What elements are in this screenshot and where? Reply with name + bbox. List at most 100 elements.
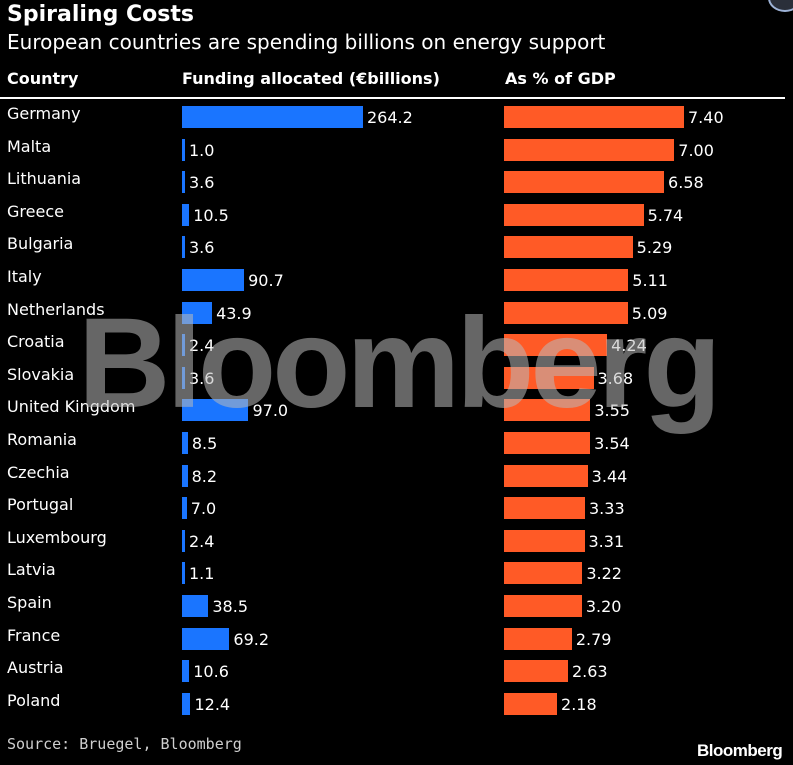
chart-subtitle: European countries are spending billions…	[7, 30, 606, 54]
funding-value-label: 69.2	[233, 629, 270, 649]
gdp-bar	[504, 529, 585, 552]
funding-value-label: 3.6	[189, 368, 215, 388]
funding-bar	[182, 595, 209, 617]
gdp-bar	[504, 399, 591, 422]
country-label: Lithuania	[7, 169, 82, 189]
country-label: France	[7, 625, 61, 645]
funding-bar	[182, 334, 185, 357]
gdp-value-label: 2.79	[575, 629, 612, 649]
gdp-value-label: 2.18	[561, 694, 597, 714]
country-label: Malta	[7, 136, 52, 156]
country-label: Luxembourg	[7, 527, 107, 547]
chart-title: Spiraling Costs	[7, 2, 194, 27]
country-label: Latvia	[7, 560, 56, 580]
gdp-value-label: 3.68	[597, 368, 634, 388]
gdp-bar	[504, 203, 644, 226]
country-label: Romania	[7, 430, 77, 449]
gdp-bar	[504, 269, 629, 291]
country-label: Croatia	[7, 332, 65, 352]
funding-value-label: 1.1	[189, 564, 215, 584]
gdp-bar	[504, 366, 594, 389]
header-rule	[0, 97, 785, 99]
funding-value-label: 97.0	[252, 401, 289, 421]
funding-value-label: 3.6	[189, 238, 215, 258]
country-label: United Kingdom	[7, 397, 136, 417]
funding-bar	[182, 236, 185, 259]
country-label: Italy	[7, 267, 42, 286]
funding-value-label: 10.6	[193, 662, 229, 682]
funding-value-label: 3.6	[189, 173, 215, 193]
country-label: Spain	[7, 593, 52, 612]
country-label: Czechia	[7, 462, 70, 482]
gdp-bar	[504, 562, 583, 585]
column-header-country: Country	[7, 69, 79, 88]
gdp-value-label: 5.09	[631, 303, 668, 323]
gdp-bar	[504, 660, 568, 683]
funding-bar	[182, 301, 213, 324]
funding-bar	[182, 366, 185, 389]
funding-bar	[182, 562, 185, 585]
country-label: Austria	[7, 658, 64, 678]
funding-bar	[182, 432, 188, 454]
funding-bar	[182, 106, 363, 128]
country-label: Netherlands	[7, 299, 105, 319]
funding-value-label: 43.9	[216, 303, 252, 323]
gdp-value-label: 3.20	[585, 597, 622, 616]
funding-value-label: 90.7	[248, 271, 284, 290]
funding-value-label: 2.4	[189, 531, 215, 551]
gdp-bar	[504, 106, 684, 128]
gdp-bar	[504, 627, 572, 650]
gdp-bar	[504, 334, 608, 357]
gdp-value-label: 3.22	[586, 564, 622, 584]
funding-value-label: 2.4	[189, 336, 215, 356]
gdp-bar	[504, 236, 633, 259]
gdp-value-label: 3.44	[591, 466, 628, 486]
gdp-value-label: 3.33	[589, 499, 625, 519]
funding-bar	[182, 138, 185, 161]
gdp-value-label: 3.54	[594, 434, 630, 453]
gdp-bar	[504, 595, 582, 617]
country-label: Greece	[7, 201, 64, 221]
gdp-value-label: 3.31	[588, 531, 625, 551]
funding-bar	[182, 171, 185, 194]
gdp-value-label: 5.29	[636, 238, 673, 258]
funding-bar	[182, 692, 191, 715]
funding-bar	[182, 269, 245, 291]
funding-bar	[182, 399, 249, 422]
gdp-value-label: 7.00	[678, 140, 714, 160]
funding-value-label: 38.5	[212, 597, 248, 616]
country-label: Slovakia	[7, 364, 75, 384]
funding-value-label: 7.0	[190, 499, 217, 519]
funding-value-label: 1.0	[189, 140, 215, 160]
gdp-value-label: 7.40	[688, 108, 724, 127]
source-note: Source: Bruegel, Bloomberg	[7, 735, 242, 753]
funding-bar	[182, 529, 185, 552]
gdp-value-label: 6.58	[668, 173, 704, 193]
funding-value-label: 8.2	[191, 466, 218, 486]
country-label: Bulgaria	[7, 234, 74, 254]
country-label: Portugal	[7, 495, 74, 515]
gdp-bar	[504, 171, 665, 194]
funding-bar	[182, 497, 187, 520]
gdp-bar	[504, 497, 585, 520]
funding-value-label: 264.2	[367, 108, 413, 127]
funding-value-label: 10.5	[193, 205, 229, 225]
gdp-bar	[504, 301, 628, 324]
gdp-bar	[504, 138, 675, 161]
funding-bar	[182, 660, 190, 683]
gdp-bar	[504, 692, 558, 715]
funding-value-label: 12.4	[194, 694, 231, 714]
brand-logo: Bloomberg	[697, 741, 783, 760]
funding-bar	[182, 627, 230, 650]
column-header-gdp: As % of GDP	[505, 69, 616, 88]
gdp-value-label: 3.55	[594, 401, 630, 421]
country-label: Poland	[7, 690, 61, 710]
column-header-funding: Funding allocated (€billions)	[182, 69, 440, 88]
country-label: Germany	[7, 104, 81, 123]
funding-bar	[182, 464, 188, 487]
gdp-value-label: 4.24	[611, 336, 647, 356]
funding-bar	[182, 203, 190, 226]
gdp-value-label: 2.63	[571, 662, 608, 682]
funding-value-label: 8.5	[191, 434, 218, 453]
